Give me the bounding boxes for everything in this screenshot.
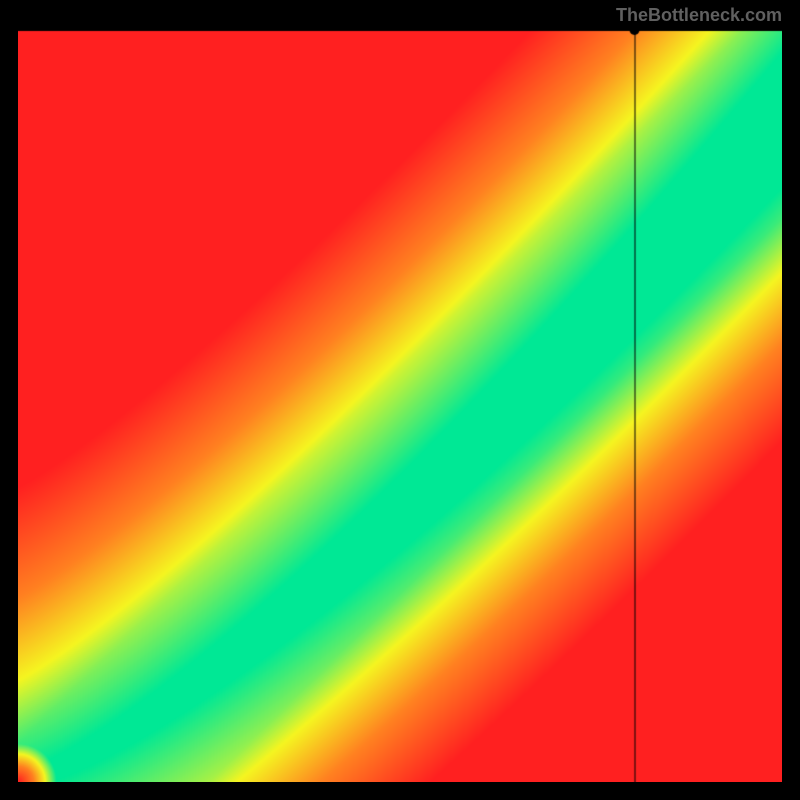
heatmap-area [18, 30, 782, 782]
heatmap-canvas [18, 30, 782, 782]
watermark-text: TheBottleneck.com [616, 5, 782, 26]
chart-container: TheBottleneck.com [0, 0, 800, 800]
